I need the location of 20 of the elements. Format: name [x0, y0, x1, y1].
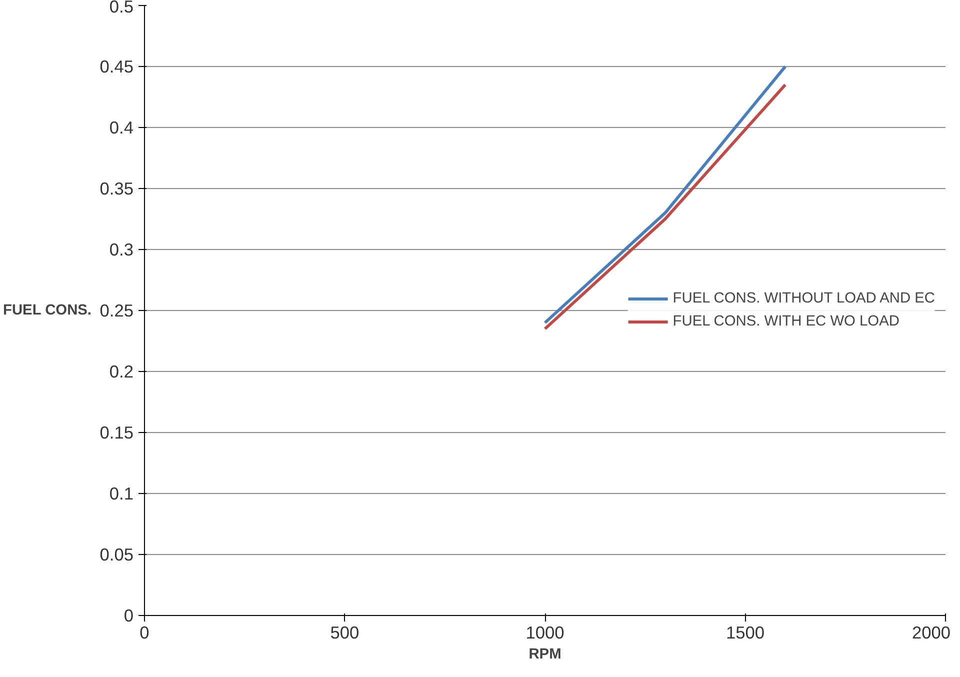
legend-label: FUEL CONS. WITHOUT LOAD AND EC	[672, 290, 935, 306]
y-tick-label: 0.5	[109, 0, 134, 16]
y-tick-label: 0.4	[109, 118, 134, 138]
y-tick-label: 0.45	[100, 56, 134, 76]
y-tick-label: 0.25	[100, 300, 134, 320]
y-tick-label: 0.2	[109, 362, 134, 382]
x-tick-label: 2000	[912, 622, 951, 642]
y-tick-label: 0.3	[109, 240, 134, 260]
x-tick-label: 1000	[526, 622, 564, 642]
x-tick-label: 0	[140, 622, 150, 642]
y-tick-label: 0	[124, 606, 134, 626]
x-tick-label: 1500	[726, 622, 765, 642]
y-tick-label: 0.1	[109, 484, 134, 504]
y-tick-label: 0.05	[100, 544, 134, 564]
x-axis-title: RPM	[528, 646, 562, 662]
y-tick-label: 0.35	[100, 178, 134, 198]
y-tick-label: 0.15	[100, 422, 134, 442]
x-tick-label: 500	[330, 622, 360, 642]
y-axis-title: FUEL CONS.	[3, 302, 92, 318]
legend-label: FUEL CONS. WITH EC WO LOAD	[672, 314, 900, 330]
